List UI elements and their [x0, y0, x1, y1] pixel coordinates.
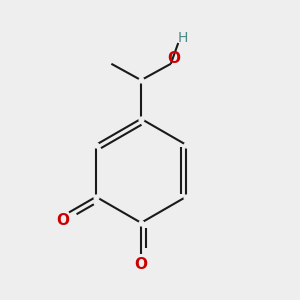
Text: H: H: [178, 31, 188, 45]
Text: O: O: [167, 51, 180, 66]
Text: O: O: [135, 257, 148, 272]
Text: O: O: [56, 213, 69, 228]
